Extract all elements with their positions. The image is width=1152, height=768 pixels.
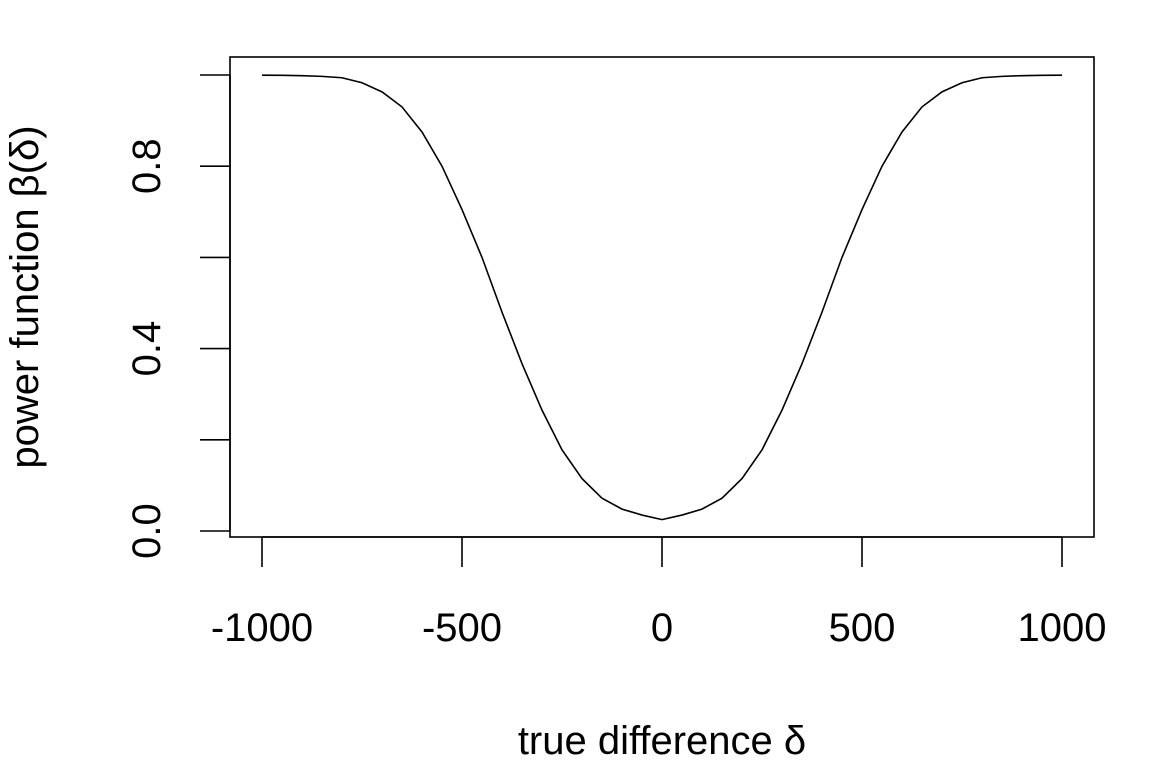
y-tick-label: 0.8 <box>125 138 169 194</box>
x-tick-label: 500 <box>829 606 896 650</box>
y-tick-label: 0.0 <box>125 503 169 559</box>
y-tick-label: 0.4 <box>125 321 169 377</box>
x-axis: -1000 -500 0 500 1000 <box>211 536 1107 650</box>
x-tick-label: 0 <box>651 606 673 650</box>
x-axis-label: true difference δ <box>518 719 806 763</box>
x-tick-label: -1000 <box>211 606 313 650</box>
x-tick-label: 1000 <box>1018 606 1107 650</box>
y-axis: 0.0 0.4 0.8 <box>125 74 231 559</box>
y-axis-label: power function β(δ) <box>3 125 47 468</box>
power-curve-line <box>261 74 1063 521</box>
x-tick-label: -500 <box>422 606 502 650</box>
plot-frame <box>229 56 1095 538</box>
